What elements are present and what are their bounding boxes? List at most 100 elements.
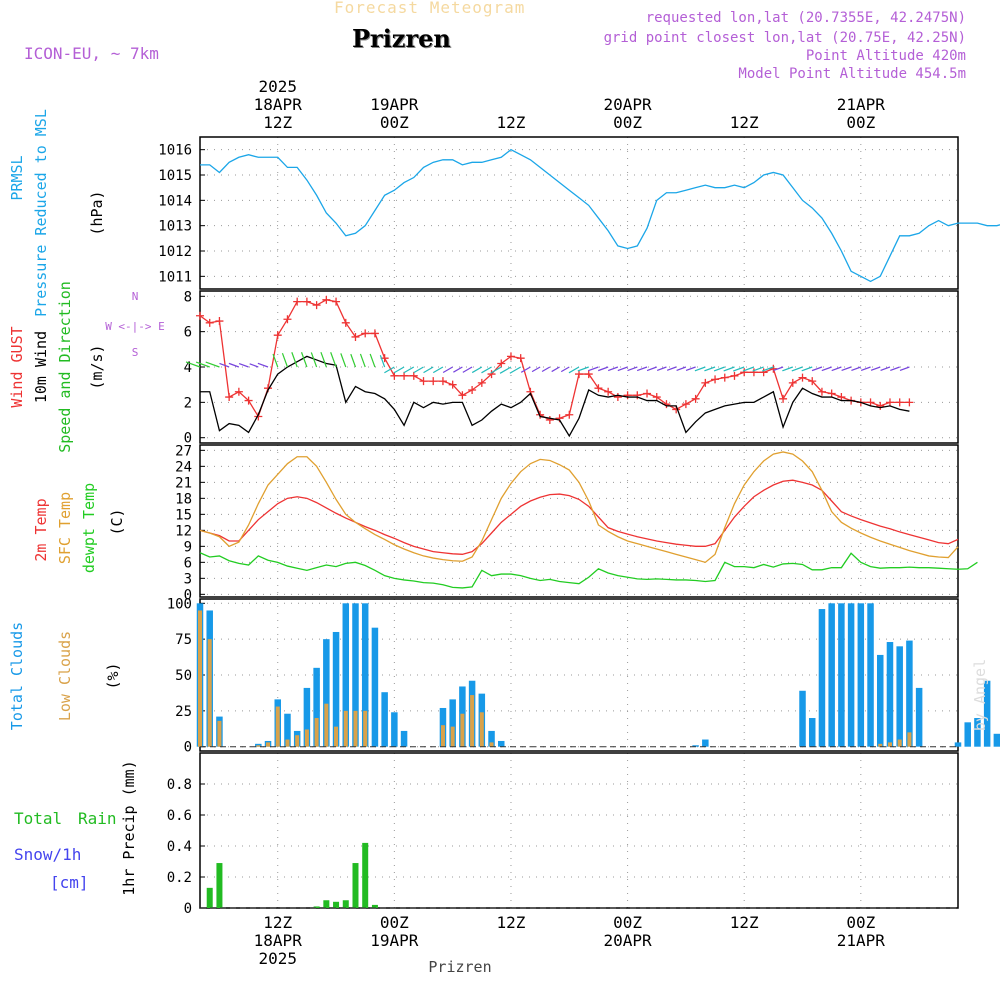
wind-direction-arrow bbox=[300, 352, 308, 368]
wind-direction-arrow bbox=[185, 361, 201, 368]
gust-marker bbox=[720, 373, 729, 382]
wind-direction-arrow bbox=[281, 352, 289, 368]
clouds-tick-label: 50 bbox=[175, 668, 192, 684]
top-time-label: 19APR bbox=[370, 95, 419, 114]
model-point-altitude: Model Point Altitude 454.5m bbox=[738, 66, 966, 82]
gust-marker bbox=[497, 359, 506, 368]
precip-bar-rain bbox=[333, 901, 340, 908]
clouds-bar-low_clouds bbox=[450, 726, 455, 747]
wind-direction-arrow bbox=[577, 366, 589, 372]
precip-bar-rain bbox=[352, 863, 359, 908]
wind-direction-arrow bbox=[733, 366, 745, 372]
gust-marker bbox=[691, 394, 700, 403]
wind-direction-arrow bbox=[499, 366, 512, 374]
gust-marker bbox=[604, 387, 613, 396]
wind-direction-arrow bbox=[694, 366, 706, 372]
wind-direction-arrow bbox=[393, 366, 405, 374]
wind-direction-arrow bbox=[713, 366, 725, 372]
clouds-bar-low_clouds bbox=[440, 725, 445, 747]
wind-direction-arrow bbox=[413, 366, 424, 374]
wind-direction-arrow bbox=[617, 366, 628, 372]
wind-direction-arrow bbox=[551, 366, 560, 373]
top-time-label: 12Z bbox=[497, 113, 526, 132]
gust-marker bbox=[643, 389, 652, 398]
gust-marker bbox=[633, 391, 642, 400]
clouds-bar-low_clouds bbox=[266, 742, 271, 747]
clouds-bar-total_clouds bbox=[828, 603, 835, 747]
gust-marker bbox=[711, 375, 720, 384]
wind-direction-arrow bbox=[442, 366, 453, 374]
footer-station: Prizren bbox=[428, 958, 491, 976]
gust-marker bbox=[779, 394, 788, 403]
gust-marker bbox=[351, 332, 360, 341]
wind-direction-arrow bbox=[607, 366, 619, 372]
precip-tick-label: 0.8 bbox=[167, 777, 192, 793]
gust-marker bbox=[273, 331, 282, 340]
clouds-bar-total_clouds bbox=[342, 603, 350, 747]
clouds-bar-low_clouds bbox=[363, 710, 368, 747]
temp-label-2m: 2m Temp bbox=[32, 498, 50, 561]
clouds-bar-low_clouds bbox=[479, 712, 484, 747]
gust-marker bbox=[575, 370, 583, 379]
temperature-tick-label: 3 bbox=[184, 571, 192, 587]
bottom-time-label: 12Z bbox=[497, 913, 526, 932]
gust-marker bbox=[905, 398, 914, 407]
clouds-bar-low_clouds bbox=[217, 720, 222, 747]
temperature-tick-label: 9 bbox=[184, 539, 192, 555]
gust-marker bbox=[283, 315, 292, 324]
gust-marker bbox=[419, 377, 428, 386]
clouds-bar-total_clouds bbox=[702, 739, 709, 747]
gust-marker bbox=[458, 391, 467, 400]
clouds-tick-label: 100 bbox=[167, 596, 192, 612]
wind-direction-arrow bbox=[841, 366, 852, 372]
clouds-bar-total_clouds bbox=[323, 639, 330, 747]
gust-marker bbox=[895, 398, 904, 407]
wind-direction-arrow bbox=[870, 366, 881, 371]
clouds-bar-total_clouds bbox=[488, 730, 495, 747]
clouds-bar-total_clouds bbox=[983, 680, 991, 747]
wind-direction-arrow bbox=[723, 366, 735, 372]
wind-direction-arrow bbox=[249, 363, 259, 368]
pressure-tick-label: 1016 bbox=[158, 143, 192, 159]
clouds-bar-total_clouds bbox=[964, 722, 971, 747]
precip-bar-rain bbox=[362, 842, 369, 908]
precip-panel-frame bbox=[199, 752, 959, 909]
gust-marker bbox=[487, 370, 496, 379]
gust-marker bbox=[769, 364, 778, 373]
temperature-tick-label: 24 bbox=[175, 459, 192, 475]
clouds-bar-total_clouds bbox=[818, 609, 826, 747]
clouds-tick-label: 25 bbox=[175, 704, 192, 720]
compass-south: S bbox=[132, 346, 139, 359]
gust-marker bbox=[788, 378, 797, 387]
gust-marker bbox=[798, 373, 807, 382]
gust-marker bbox=[332, 297, 341, 306]
gust-marker bbox=[468, 385, 477, 394]
wind-direction-arrow bbox=[860, 366, 871, 371]
pressure-tick-label: 1014 bbox=[158, 193, 192, 209]
clouds-bar-total_clouds bbox=[993, 733, 1000, 747]
gust-marker bbox=[370, 329, 379, 338]
clouds-bar-total_clouds bbox=[303, 687, 311, 747]
bottom-time-label: 18APR bbox=[254, 931, 303, 950]
gust-marker bbox=[584, 370, 593, 379]
clouds-bar-low_clouds bbox=[887, 742, 892, 747]
clouds-bar-total_clouds bbox=[391, 712, 398, 747]
point-altitude: Point Altitude 420m bbox=[805, 48, 966, 64]
gust-marker bbox=[837, 393, 846, 402]
gust-marker bbox=[506, 352, 515, 361]
wind-line-wind bbox=[200, 355, 910, 438]
wind-direction-arrow bbox=[330, 352, 337, 368]
wind-direction-arrow bbox=[471, 366, 483, 374]
precip-tick-label: 0.4 bbox=[167, 839, 192, 855]
wind-direction-arrow bbox=[588, 366, 599, 372]
clouds-bar-total_clouds bbox=[361, 603, 369, 747]
clouds-bar-low_clouds bbox=[256, 745, 261, 747]
wind-label-10m: 10m Wind bbox=[32, 331, 50, 403]
gust-marker bbox=[594, 384, 603, 393]
bottom-time-label: 2025 bbox=[258, 949, 297, 968]
temperature-tick-label: 0 bbox=[184, 587, 192, 603]
wind-direction-arrow bbox=[369, 353, 376, 368]
clouds-bar-total_clouds bbox=[954, 742, 962, 747]
clouds-bar-low_clouds bbox=[275, 706, 280, 747]
clouds-bar-total_clouds bbox=[896, 646, 903, 747]
